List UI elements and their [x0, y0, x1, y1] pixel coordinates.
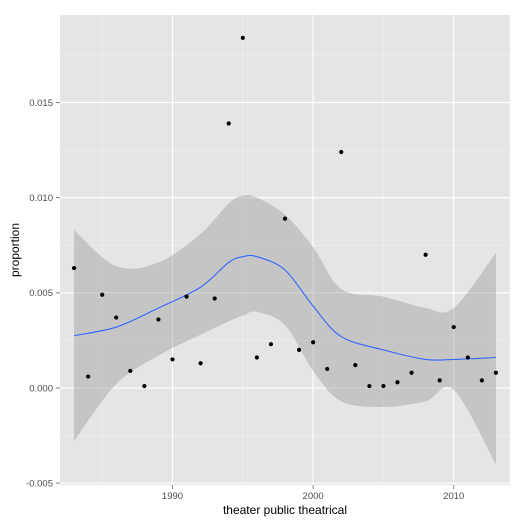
data-point [212, 296, 217, 301]
data-point [395, 380, 400, 385]
data-point [339, 149, 344, 155]
y-axis-ticks: -0.005 0.000 0.005 0.010 0.015 [26, 98, 60, 489]
data-point [100, 292, 105, 297]
data-point [296, 347, 302, 352]
x-axis-ticks: 1990 2000 2010 [162, 485, 464, 502]
data-point [128, 368, 133, 373]
data-point [311, 340, 316, 345]
data-point [268, 342, 274, 347]
y-tick-label: 0.005 [29, 288, 53, 299]
data-point [451, 324, 456, 330]
data-point [479, 378, 484, 383]
data-point [156, 317, 161, 322]
data-point [493, 370, 499, 375]
x-tick-label: 2010 [443, 491, 464, 502]
data-points [71, 35, 499, 389]
data-point [226, 121, 231, 126]
y-tick-label: -0.005 [26, 478, 53, 489]
data-point [325, 366, 330, 372]
y-tick-label: 0.015 [29, 98, 53, 109]
data-point [437, 378, 442, 383]
x-tick-label: 2000 [303, 491, 324, 502]
data-point [381, 383, 386, 389]
y-tick-label: 0.010 [29, 193, 53, 204]
data-point [86, 374, 91, 379]
data-point [240, 35, 245, 40]
data-point [170, 357, 175, 362]
data-point [367, 383, 372, 389]
data-point [114, 315, 119, 320]
smooth-line [73, 254, 496, 361]
data-point [353, 363, 358, 368]
y-tick-label: 0.000 [29, 383, 53, 394]
x-tick-label: 1990 [162, 491, 183, 502]
data-point [409, 370, 414, 375]
data-point [465, 355, 470, 360]
x-axis-title: theater public theatrical [223, 503, 347, 517]
major-gridlines [60, 15, 510, 485]
minor-gridlines [60, 15, 510, 485]
plot-panel [60, 15, 510, 485]
data-point [198, 361, 203, 366]
data-point [184, 294, 189, 299]
data-point [282, 216, 288, 221]
data-point [71, 265, 77, 271]
confidence-ribbon [74, 195, 496, 465]
data-point [423, 252, 428, 257]
data-point [254, 355, 259, 360]
y-axis-title: proportion [8, 223, 22, 277]
data-point [142, 383, 147, 389]
